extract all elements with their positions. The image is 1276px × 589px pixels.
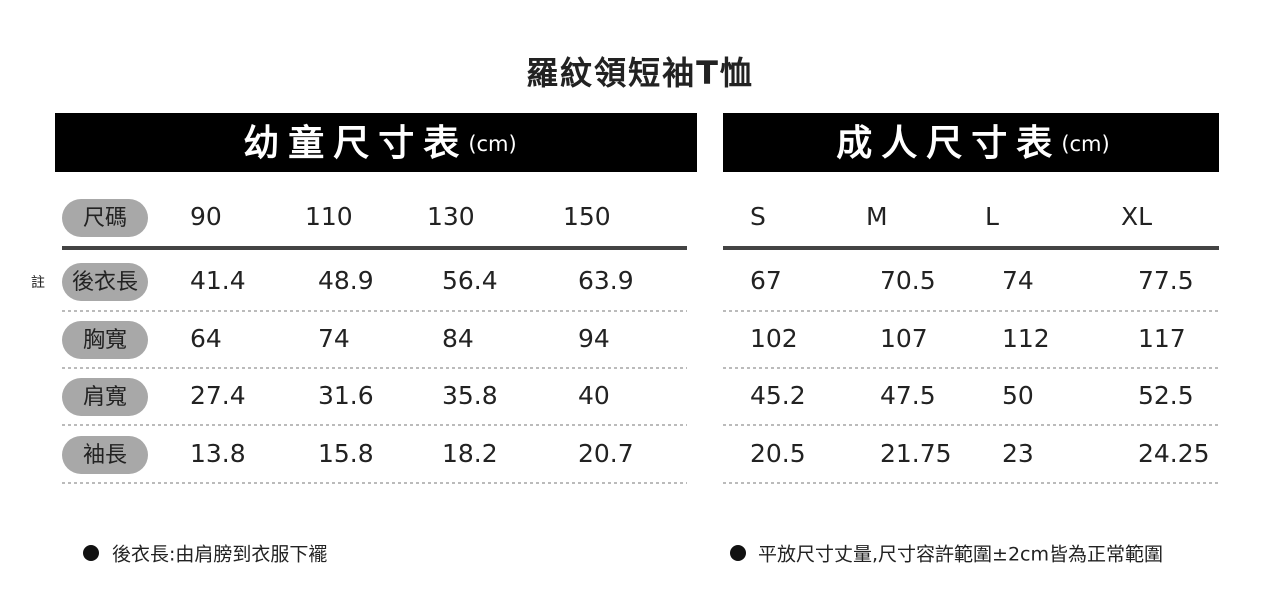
cell: 84 xyxy=(442,324,474,353)
title: 羅紋領短袖T恤 xyxy=(526,54,754,92)
adult-header-bar xyxy=(723,113,1219,172)
pill-label: 袖長 xyxy=(83,443,127,468)
size-header: 130 xyxy=(427,202,475,231)
cell: 102 xyxy=(750,324,798,353)
pill xyxy=(62,263,148,301)
size-header: L xyxy=(985,202,999,231)
cell: 21.75 xyxy=(880,439,952,468)
cell: 47.5 xyxy=(880,381,936,410)
kids-heading: 幼童尺寸表(cm) xyxy=(243,122,516,164)
size-header: S xyxy=(750,202,766,231)
pill-label: 胸寬 xyxy=(83,328,127,353)
cell: 63.9 xyxy=(578,266,634,295)
adult-heading: 成人尺寸表(cm) xyxy=(836,123,1109,164)
cell: 112 xyxy=(1002,324,1050,353)
cell: 77.5 xyxy=(1138,266,1194,295)
cell: 50 xyxy=(1002,381,1034,410)
pill xyxy=(62,199,148,237)
cell: 27.4 xyxy=(190,381,246,410)
cell: 23 xyxy=(1002,439,1034,468)
size-header: 90 xyxy=(190,202,222,231)
cell: 35.8 xyxy=(442,381,498,410)
size-header: M xyxy=(866,202,888,231)
size-header: 150 xyxy=(563,202,611,231)
cell: 13.8 xyxy=(190,439,246,468)
unit: (cm) xyxy=(1061,132,1109,156)
cell: 64 xyxy=(190,324,222,353)
pill-label: 後衣長 xyxy=(72,270,138,295)
heading-text: 幼童尺寸表 xyxy=(243,122,468,164)
cell: 56.4 xyxy=(442,266,498,295)
cell: 48.9 xyxy=(318,266,374,295)
bullet xyxy=(730,545,746,561)
cell: 94 xyxy=(578,324,610,353)
cell: 40 xyxy=(578,381,610,410)
bullet xyxy=(83,545,99,561)
cell: 15.8 xyxy=(318,439,374,468)
cell: 74 xyxy=(318,324,350,353)
pill-label: 肩寬 xyxy=(83,385,127,410)
cell: 45.2 xyxy=(750,381,806,410)
cell: 117 xyxy=(1138,324,1186,353)
cell: 18.2 xyxy=(442,439,498,468)
pill xyxy=(62,436,148,474)
pill xyxy=(62,321,148,359)
cell: 52.5 xyxy=(1138,381,1194,410)
unit: (cm) xyxy=(468,132,516,156)
size-header: 110 xyxy=(305,202,353,231)
heading-text: 成人尺寸表 xyxy=(836,123,1061,164)
cell: 20.7 xyxy=(578,439,634,468)
note: 後衣長:由肩膀到衣服下襬 xyxy=(112,544,327,566)
cell: 20.5 xyxy=(750,439,806,468)
cell: 107 xyxy=(880,324,928,353)
size-header: XL xyxy=(1121,202,1152,231)
cell: 67 xyxy=(750,266,782,295)
cell: 74 xyxy=(1002,266,1034,295)
pill xyxy=(62,378,148,416)
pill-label: 尺碼 xyxy=(83,206,127,231)
cell: 31.6 xyxy=(318,381,374,410)
note: 平放尺寸丈量,尺寸容許範圍±2cm皆為正常範圍 xyxy=(758,544,1163,566)
cell: 41.4 xyxy=(190,266,246,295)
note-marker: 註 xyxy=(31,275,45,291)
cell: 70.5 xyxy=(880,266,936,295)
cell: 24.25 xyxy=(1138,439,1210,468)
kids-header-bar xyxy=(55,113,697,172)
